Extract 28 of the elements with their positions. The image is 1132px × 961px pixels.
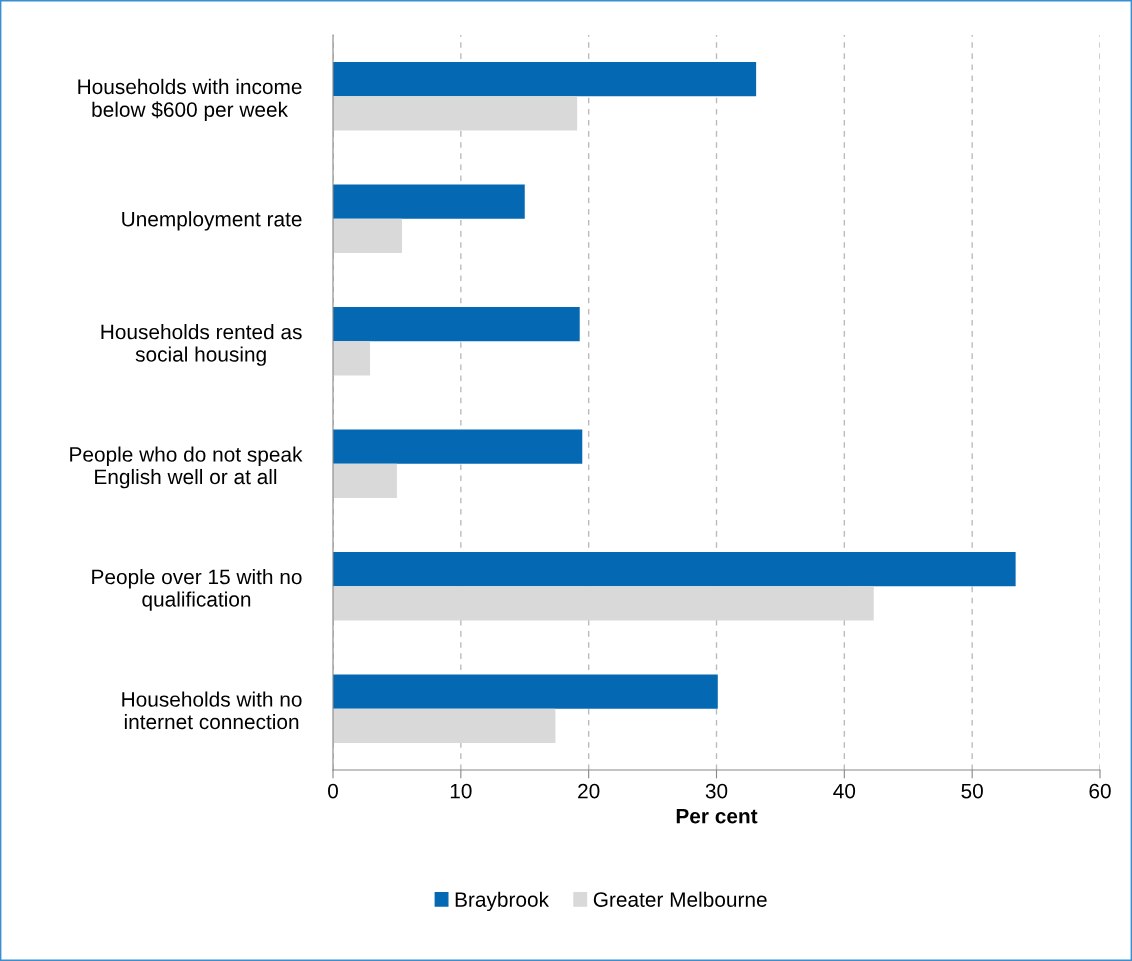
y-tick-label: Unemployment rate <box>122 211 302 231</box>
bar <box>333 341 371 376</box>
x-tick-label: 10 <box>450 783 472 799</box>
bar <box>333 218 403 254</box>
y-tick-label: Households rented as social housing <box>101 323 302 366</box>
x-axis-title: Per cent <box>676 808 758 824</box>
y-tick-label: Households with no internet connection <box>122 691 302 730</box>
y-tick-label: People over 15 with no qualification <box>92 568 302 611</box>
x-tick-label: 20 <box>578 783 600 799</box>
y-tick-label: People who do not speak English well or at all <box>70 446 303 489</box>
x-tick-label: 40 <box>833 783 856 799</box>
bar <box>333 429 583 464</box>
bar <box>333 306 580 342</box>
bar <box>333 61 757 97</box>
bar <box>333 96 578 131</box>
bar <box>333 708 556 744</box>
y-tick-label: Households with income below $600 per week <box>78 78 302 122</box>
x-tick-label: 0 <box>328 783 338 799</box>
x-tick-label: 60 <box>1089 783 1111 799</box>
legend-label: Greater Melbourne <box>593 891 767 907</box>
bar <box>333 463 397 499</box>
bar <box>333 184 525 219</box>
x-tick-label: 30 <box>705 783 728 799</box>
legend-label: Braybrook <box>455 891 550 912</box>
bar <box>333 551 1016 587</box>
bar <box>333 674 718 709</box>
x-tick-label: 50 <box>961 783 983 799</box>
bar <box>333 586 874 621</box>
